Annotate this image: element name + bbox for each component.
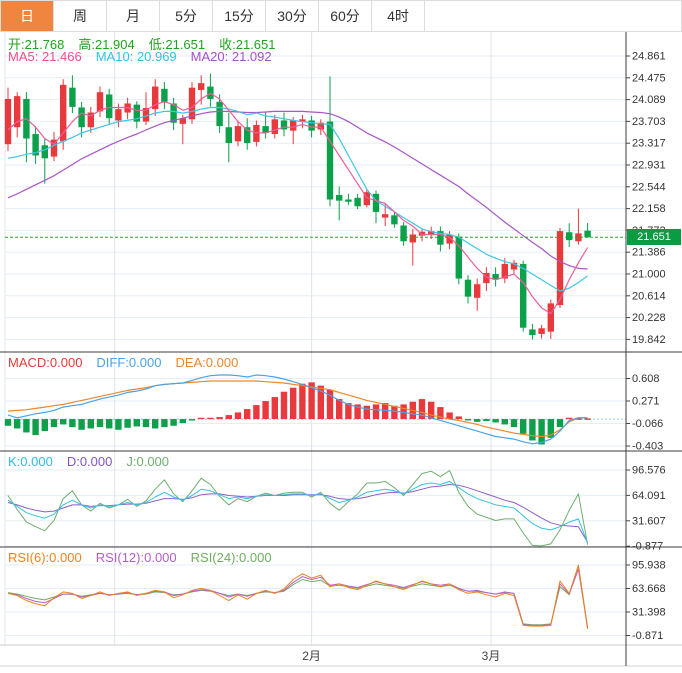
ma-lines bbox=[7, 92, 589, 315]
svg-text:-0.066: -0.066 bbox=[632, 418, 663, 430]
svg-text:63.668: 63.668 bbox=[632, 583, 666, 595]
tab-30min[interactable]: 30分 bbox=[266, 1, 319, 31]
legend-item: DIFF:0.000 bbox=[96, 355, 162, 370]
legend-item: D:0.000 bbox=[66, 454, 113, 469]
macd-group bbox=[4, 374, 626, 445]
x-axis-labels: 2月 3月 bbox=[302, 649, 500, 663]
legend-item: RSI(12):0.000 bbox=[95, 550, 177, 565]
current-price-tag: 21.651 bbox=[627, 229, 681, 246]
ohlc-legend: 开:21.768 高:21.904 低:21.651 收:21.651 bbox=[8, 34, 276, 53]
svg-text:22.931: 22.931 bbox=[632, 160, 666, 172]
tab-day[interactable]: 日 bbox=[1, 1, 54, 31]
svg-text:23.703: 23.703 bbox=[632, 116, 666, 128]
legend-item: K:0.000 bbox=[8, 454, 53, 469]
svg-text:24.475: 24.475 bbox=[632, 72, 666, 84]
tab-4hour[interactable]: 4时 bbox=[372, 1, 425, 31]
svg-text:24.861: 24.861 bbox=[632, 51, 666, 63]
tab-week[interactable]: 周 bbox=[54, 1, 107, 31]
macd-legend: MACD:0.000 DIFF:0.000 DEA:0.000 bbox=[8, 355, 238, 370]
svg-text:24.089: 24.089 bbox=[632, 94, 666, 106]
legend-item: 开:21.768 bbox=[8, 37, 65, 52]
legend-item: 低:21.651 bbox=[148, 37, 206, 52]
legend-item: 高:21.904 bbox=[78, 37, 135, 52]
svg-text:0.271: 0.271 bbox=[632, 396, 660, 408]
timeframe-toolbar: 日周月 5分 15分 30分 60分 4时 bbox=[0, 0, 682, 32]
svg-text:22.544: 22.544 bbox=[632, 181, 666, 193]
kdj-group bbox=[7, 470, 589, 547]
legend-item: MA5: 21.466 bbox=[8, 49, 82, 64]
svg-text:31.607: 31.607 bbox=[632, 515, 666, 527]
svg-text:23.317: 23.317 bbox=[632, 138, 666, 150]
svg-text:20.614: 20.614 bbox=[632, 290, 666, 302]
svg-text:-0.871: -0.871 bbox=[632, 630, 663, 642]
legend-item: RSI(6):0.000 bbox=[8, 550, 82, 565]
svg-text:31.398: 31.398 bbox=[632, 607, 666, 619]
svg-text:21.000: 21.000 bbox=[632, 269, 666, 281]
ma-legend: MA5: 21.466 MA10: 20.969 MA20: 21.092 bbox=[8, 49, 272, 64]
svg-text:22.158: 22.158 bbox=[632, 203, 666, 215]
svg-text:64.091: 64.091 bbox=[632, 490, 666, 502]
svg-text:-0.403: -0.403 bbox=[632, 441, 663, 453]
svg-text:96.576: 96.576 bbox=[632, 465, 666, 477]
legend-item: J:0.000 bbox=[126, 454, 170, 469]
tab-15min[interactable]: 15分 bbox=[213, 1, 266, 31]
tab-month[interactable]: 月 bbox=[107, 1, 160, 31]
svg-text:-0.877: -0.877 bbox=[632, 541, 663, 553]
legend-item: DEA:0.000 bbox=[175, 355, 239, 370]
y-axis-labels: 24.861 24.475 24.089 23.703 23.317 22.931 22.5… bbox=[626, 51, 666, 642]
tab-5min[interactable]: 5分 bbox=[160, 1, 213, 31]
rsi-legend: RSI(6):0.000 RSI(12):0.000 RSI(24):0.000 bbox=[8, 550, 272, 565]
legend-item: MA10: 20.969 bbox=[95, 49, 177, 64]
svg-text:19.842: 19.842 bbox=[632, 334, 666, 346]
svg-text:20.228: 20.228 bbox=[632, 312, 666, 324]
svg-text:2月: 2月 bbox=[302, 649, 321, 663]
rsi-group bbox=[7, 564, 589, 630]
legend-item: MA20: 21.092 bbox=[190, 49, 272, 64]
legend-item: 收:21.651 bbox=[219, 37, 276, 52]
svg-text:3月: 3月 bbox=[482, 649, 501, 663]
svg-text:21.386: 21.386 bbox=[632, 247, 666, 259]
tab-60min[interactable]: 60分 bbox=[319, 1, 372, 31]
svg-text:0.608: 0.608 bbox=[632, 373, 660, 385]
legend-item: RSI(24):0.000 bbox=[190, 550, 272, 565]
candles-group bbox=[4, 73, 591, 340]
kdj-legend: K:0.000 D:0.000 J:0.000 bbox=[8, 454, 169, 469]
gridlines bbox=[4, 31, 626, 645]
svg-text:95.938: 95.938 bbox=[632, 560, 666, 572]
legend-item: MACD:0.000 bbox=[8, 355, 83, 370]
